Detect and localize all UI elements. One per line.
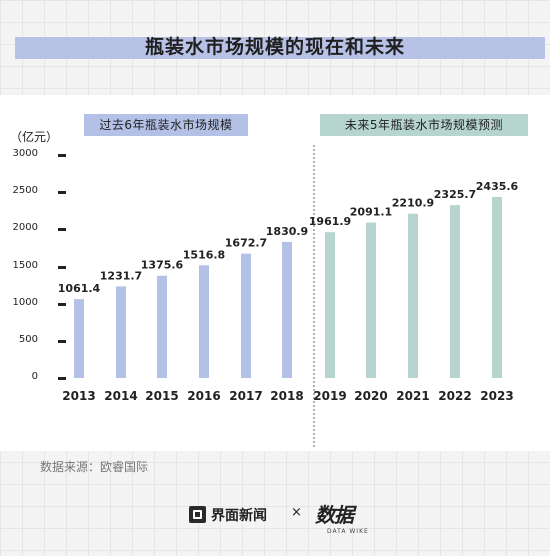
bar-2023 xyxy=(492,196,502,378)
brand-data-wike-sub: DATA WIKE xyxy=(327,528,369,535)
forecast-section-badge: 未来5年瓶装水市场规模预测 xyxy=(320,114,528,136)
y-tick-mark xyxy=(58,339,66,343)
y-tick-label: 1000 xyxy=(12,296,38,308)
brand-jiemian: 界面新闻 xyxy=(211,508,267,524)
x-tick-label: 2019 xyxy=(313,389,346,403)
bar-2021 xyxy=(408,213,418,378)
y-tick-label: 1500 xyxy=(12,259,38,271)
y-tick-mark xyxy=(58,265,66,269)
y-tick-label: 3000 xyxy=(12,148,38,159)
data-label: 2210.9 xyxy=(392,197,434,210)
y-tick-mark xyxy=(58,154,66,157)
data-label: 1830.9 xyxy=(266,225,308,238)
x-tick-label: 2020 xyxy=(354,389,387,403)
past-section-badge: 过去6年瓶装水市场规模 xyxy=(84,114,248,136)
x-tick-label: 2018 xyxy=(270,389,303,403)
x-tick-label: 2013 xyxy=(62,389,95,403)
x-tick-label: 2022 xyxy=(438,389,471,403)
x-tick-label: 2016 xyxy=(187,389,220,403)
x-tick-label: 2015 xyxy=(145,389,178,403)
x-tick-label: 2021 xyxy=(396,389,429,403)
bar-2013 xyxy=(74,299,84,378)
data-label: 1961.9 xyxy=(309,215,351,228)
y-tick-label: 2500 xyxy=(12,185,38,197)
data-source: 数据来源：欧睿国际 xyxy=(40,460,149,474)
chart-title: 瓶装水市场规模的现在和未来 xyxy=(144,36,405,58)
y-tick-label: 0 xyxy=(31,371,38,382)
y-tick-mark xyxy=(58,302,66,306)
title-highlight xyxy=(15,37,545,59)
y-axis-unit: （亿元） xyxy=(10,130,59,144)
y-tick-label: 500 xyxy=(18,333,38,345)
data-label: 1672.7 xyxy=(225,237,267,250)
y-tick-mark xyxy=(58,377,66,380)
data-label: 1231.7 xyxy=(100,269,142,282)
data-label: 2325.7 xyxy=(434,188,476,201)
brand-data-wike: 数据 xyxy=(315,503,354,527)
bar-2019 xyxy=(325,232,335,378)
bar-2015 xyxy=(157,275,167,378)
y-tick-mark xyxy=(58,191,66,195)
data-label: 1061.4 xyxy=(58,282,101,295)
data-label: 1375.6 xyxy=(141,259,184,272)
bar-2016 xyxy=(199,265,209,378)
data-label: 2435.6 xyxy=(476,180,519,193)
data-label: 2091.1 xyxy=(350,206,392,219)
y-tick-label: 2000 xyxy=(12,222,38,234)
collab-separator: × xyxy=(291,505,302,520)
x-tick-label: 2023 xyxy=(480,389,513,403)
x-tick-label: 2017 xyxy=(229,389,262,403)
data-label: 1516.8 xyxy=(183,248,225,261)
bar-2017 xyxy=(241,253,251,378)
bar-2020 xyxy=(366,222,376,378)
bar-2018 xyxy=(282,241,292,378)
bar-2022 xyxy=(450,205,460,378)
bar-2014 xyxy=(116,286,126,378)
jiemian-logo-icon xyxy=(189,506,206,523)
x-tick-label: 2014 xyxy=(104,389,137,403)
y-tick-mark xyxy=(58,228,66,232)
